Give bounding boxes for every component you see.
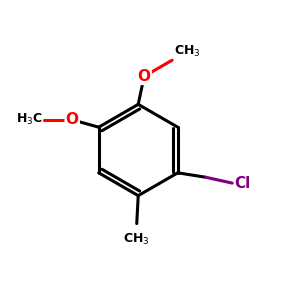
Text: CH$_3$: CH$_3$	[123, 232, 150, 247]
Text: Cl: Cl	[235, 176, 251, 190]
Text: O: O	[138, 69, 151, 84]
Text: CH$_3$: CH$_3$	[174, 44, 200, 59]
Text: H$_3$C: H$_3$C	[16, 112, 43, 128]
Text: O: O	[66, 112, 79, 127]
